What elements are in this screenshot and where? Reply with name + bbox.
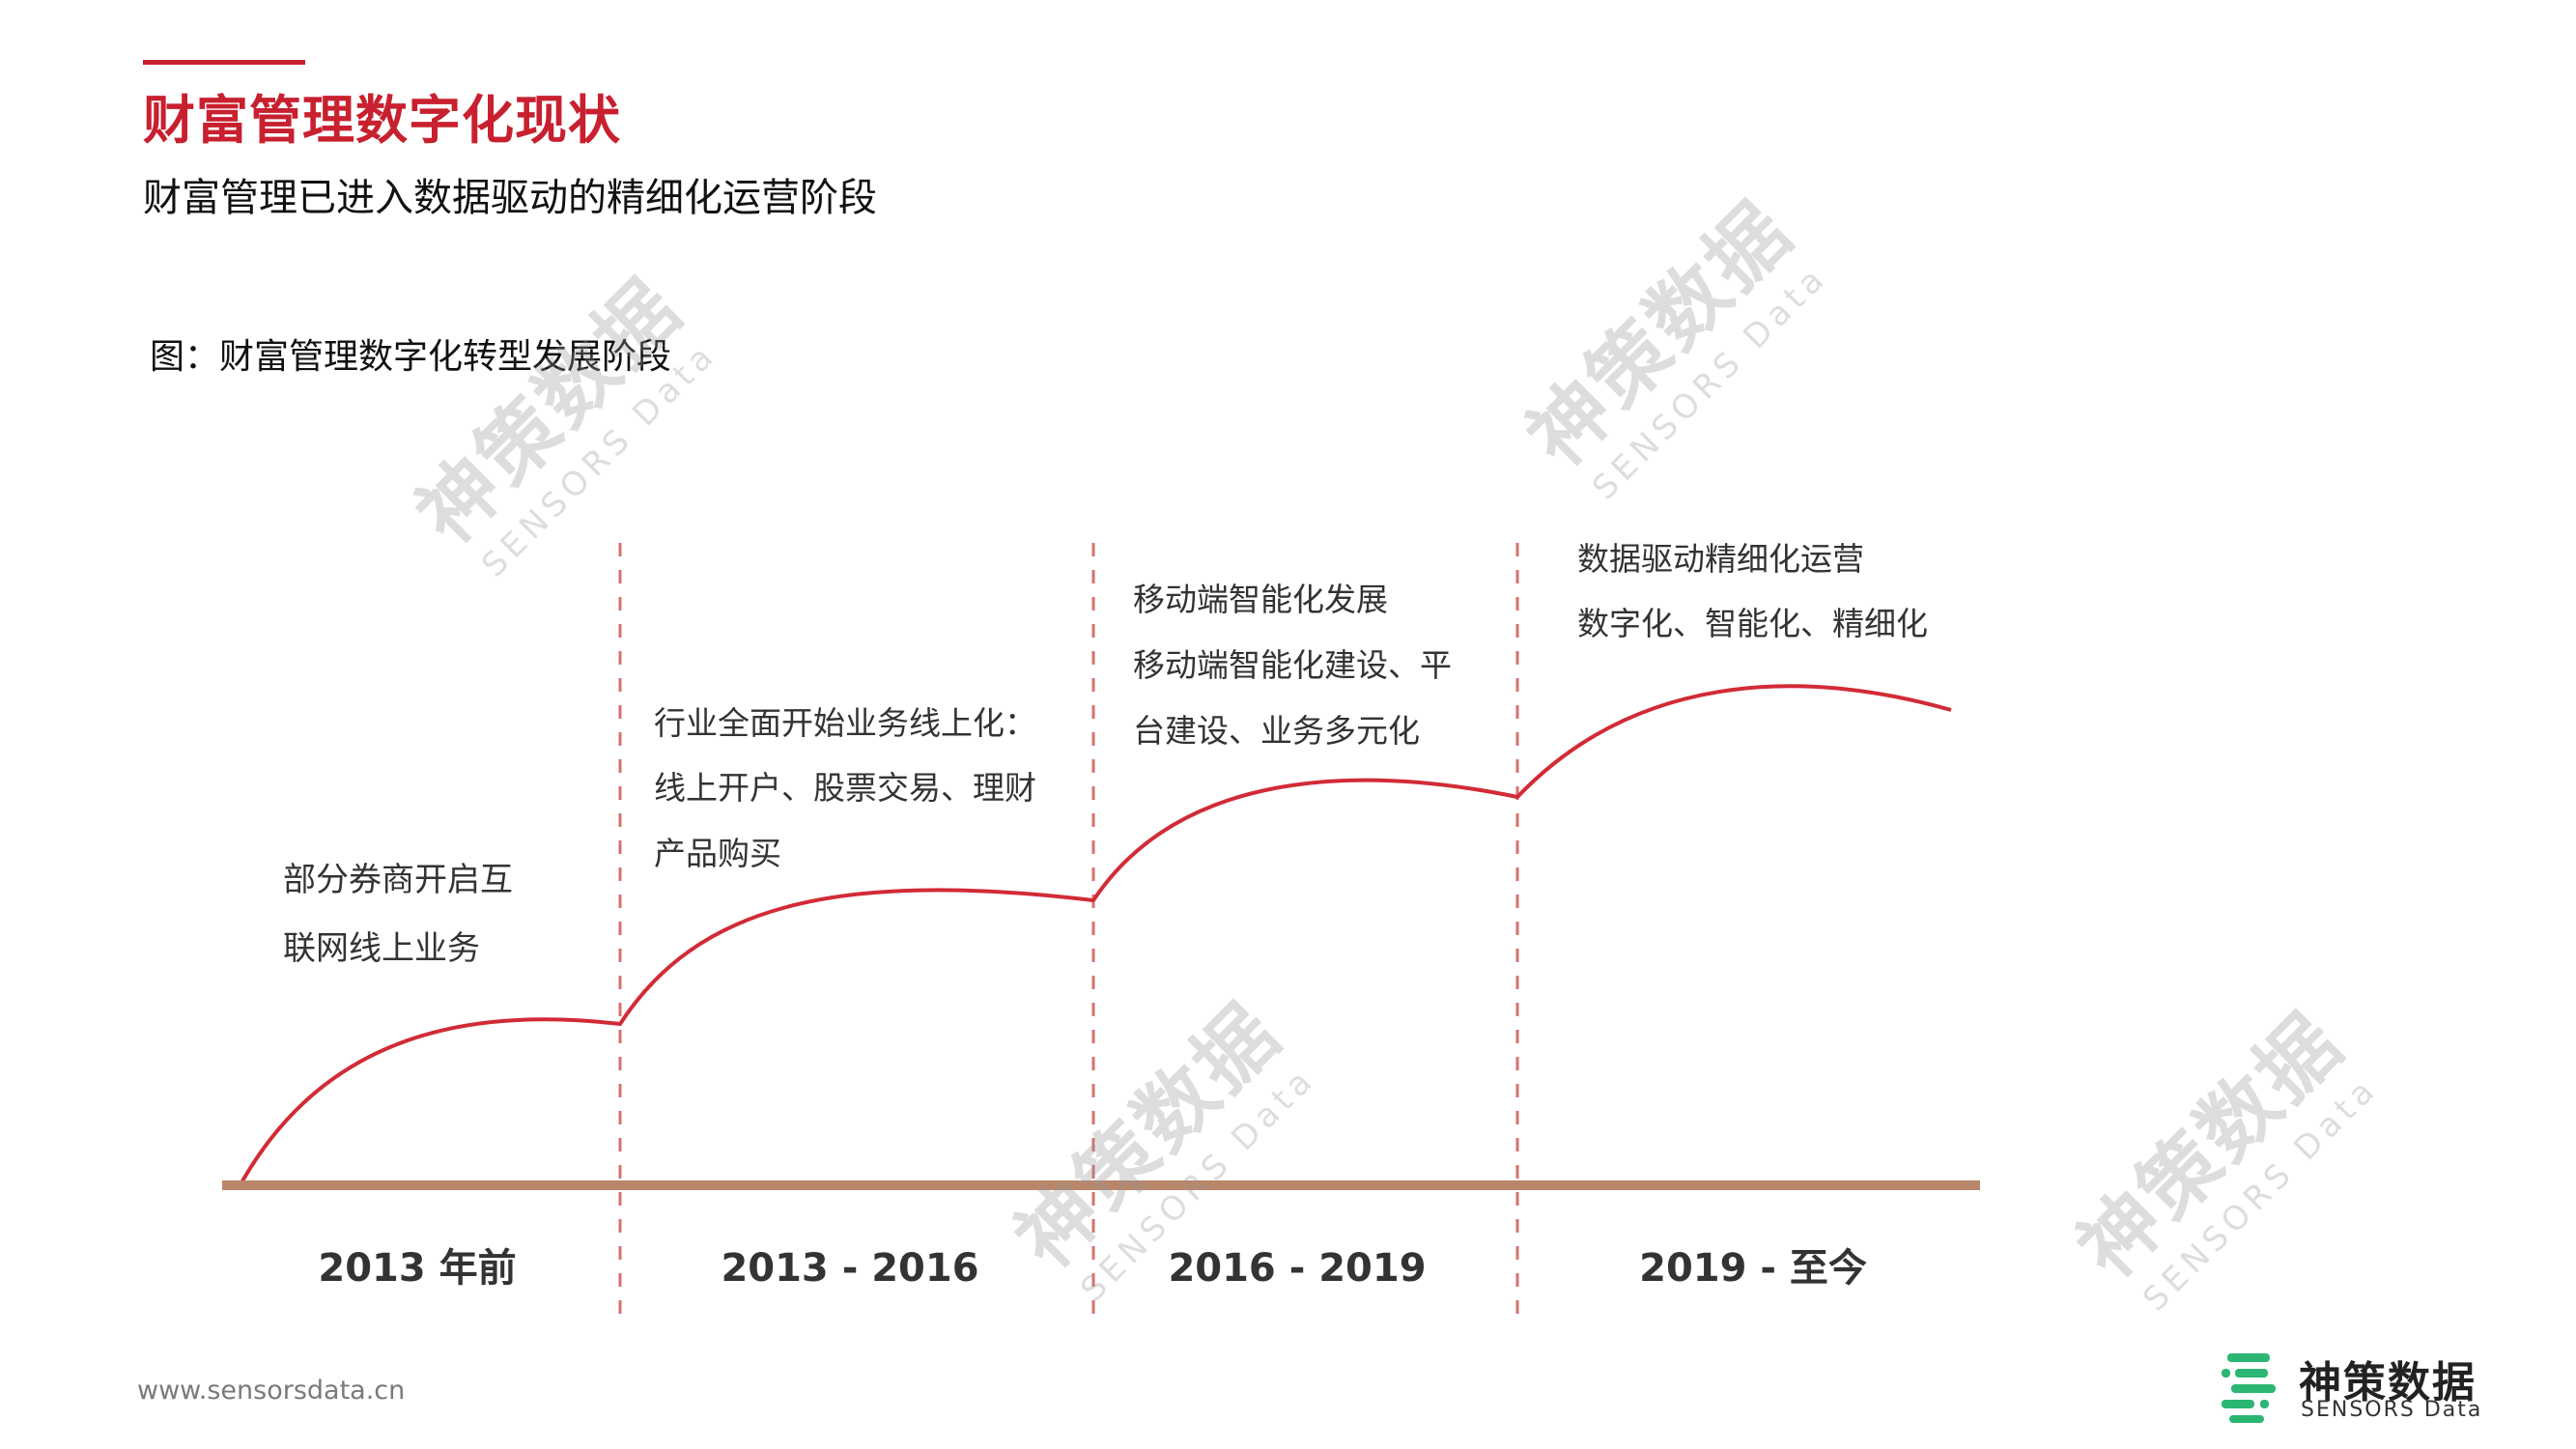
stage-2-period: 2013 - 2016 — [721, 1246, 978, 1291]
footer-url: www.sensorsdata.cn — [137, 1376, 406, 1406]
stage-3-desc-line-3: 台建设、业务多元化 — [1133, 712, 1420, 750]
logo-text-en: SENSORS Data — [2301, 1398, 2483, 1422]
timeline-baseline — [222, 1180, 1980, 1190]
stage-4-desc-line-2: 数字化、智能化、精细化 — [1577, 605, 1928, 642]
stage-1-period: 2013 年前 — [318, 1246, 516, 1291]
stage-3-desc-line-2: 移动端智能化建设、平 — [1133, 646, 1452, 684]
growth-curve — [238, 684, 1952, 1187]
figure-caption: 图：财富管理数字化转型发展阶段 — [150, 337, 672, 377]
stage-3-period: 2016 - 2019 — [1168, 1246, 1426, 1291]
stage-3-desc-line-1: 移动端智能化发展 — [1133, 581, 1388, 618]
stage-2-desc-line-1: 行业全面开始业务线上化： — [654, 704, 1036, 742]
stage-4-desc-line-1: 数据驱动精细化运营 — [1577, 540, 1864, 578]
brand-logo: 神策数据 SENSORS Data — [2222, 1348, 2511, 1425]
logo-mark-icon — [2222, 1353, 2276, 1423]
stage-2-desc-line-3: 产品购买 — [654, 835, 781, 872]
title-accent-bar — [143, 60, 305, 65]
stage-1-desc-line-2: 联网线上业务 — [283, 929, 480, 968]
page-subtitle: 财富管理已进入数据驱动的精细化运营阶段 — [143, 176, 877, 220]
logo-text-cn: 神策数据 — [2299, 1358, 2477, 1407]
stage-4-period: 2019 - 至今 — [1639, 1246, 1867, 1291]
page-title: 财富管理数字化现状 — [143, 90, 621, 151]
stage-2-desc-line-2: 线上开户、股票交易、理财 — [654, 769, 1036, 807]
stage-1-desc-line-1: 部分券商开启互 — [283, 861, 513, 899]
